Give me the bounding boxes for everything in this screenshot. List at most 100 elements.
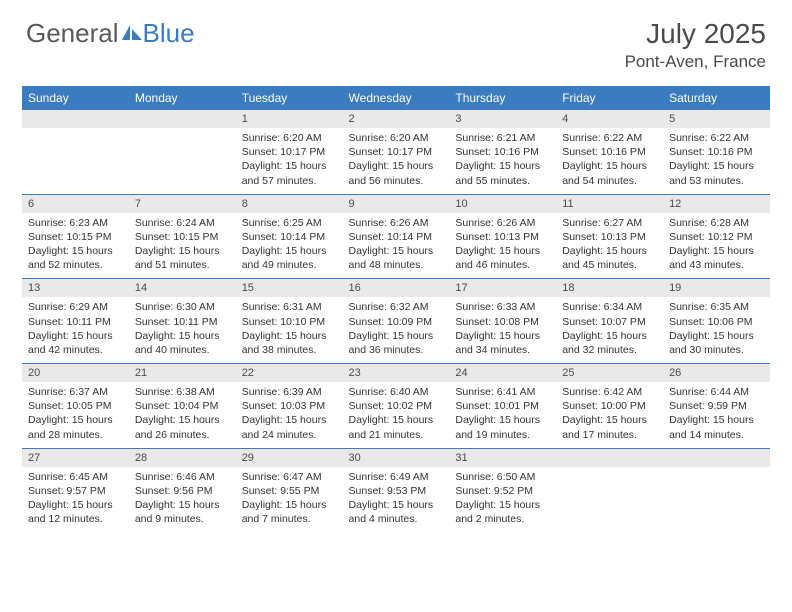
sunrise-line: Sunrise: 6:35 AM bbox=[669, 300, 764, 314]
sunrise-line: Sunrise: 6:38 AM bbox=[135, 385, 230, 399]
daylight-line: Daylight: 15 hours and 4 minutes. bbox=[349, 498, 444, 526]
logo-text-1: General bbox=[26, 18, 119, 49]
daylight-line: Daylight: 15 hours and 12 minutes. bbox=[28, 498, 123, 526]
day-content-cell bbox=[556, 467, 663, 533]
daylight-line: Daylight: 15 hours and 17 minutes. bbox=[562, 413, 657, 441]
sunrise-line: Sunrise: 6:34 AM bbox=[562, 300, 657, 314]
day-number-row: 6789101112 bbox=[22, 194, 770, 213]
logo: General Blue bbox=[26, 18, 195, 49]
sunrise-line: Sunrise: 6:25 AM bbox=[242, 216, 337, 230]
day-content-cell: Sunrise: 6:22 AMSunset: 10:16 PMDaylight… bbox=[663, 128, 770, 194]
day-number-cell: 1 bbox=[236, 110, 343, 128]
daylight-line: Daylight: 15 hours and 9 minutes. bbox=[135, 498, 230, 526]
day-number-cell bbox=[129, 110, 236, 128]
daylight-line: Daylight: 15 hours and 56 minutes. bbox=[349, 159, 444, 187]
sunrise-line: Sunrise: 6:28 AM bbox=[669, 216, 764, 230]
sunset-line: Sunset: 10:11 PM bbox=[28, 315, 123, 329]
day-content-cell: Sunrise: 6:45 AMSunset: 9:57 PMDaylight:… bbox=[22, 467, 129, 533]
day-content-cell: Sunrise: 6:44 AMSunset: 9:59 PMDaylight:… bbox=[663, 382, 770, 448]
day-content-cell: Sunrise: 6:31 AMSunset: 10:10 PMDaylight… bbox=[236, 297, 343, 363]
sunset-line: Sunset: 10:11 PM bbox=[135, 315, 230, 329]
daylight-line: Daylight: 15 hours and 48 minutes. bbox=[349, 244, 444, 272]
weekday-header: Tuesday bbox=[236, 86, 343, 110]
sunset-line: Sunset: 9:52 PM bbox=[455, 484, 550, 498]
day-number-cell: 12 bbox=[663, 194, 770, 213]
sunset-line: Sunset: 10:14 PM bbox=[242, 230, 337, 244]
day-content-cell: Sunrise: 6:26 AMSunset: 10:13 PMDaylight… bbox=[449, 213, 556, 279]
sunrise-line: Sunrise: 6:24 AM bbox=[135, 216, 230, 230]
day-number-cell: 24 bbox=[449, 364, 556, 383]
location: Pont-Aven, France bbox=[625, 52, 766, 72]
day-content-cell: Sunrise: 6:25 AMSunset: 10:14 PMDaylight… bbox=[236, 213, 343, 279]
day-content-cell bbox=[663, 467, 770, 533]
day-number-cell: 13 bbox=[22, 279, 129, 298]
day-number-cell: 16 bbox=[343, 279, 450, 298]
sunset-line: Sunset: 10:15 PM bbox=[28, 230, 123, 244]
day-number-cell: 23 bbox=[343, 364, 450, 383]
sunrise-line: Sunrise: 6:31 AM bbox=[242, 300, 337, 314]
sunrise-line: Sunrise: 6:26 AM bbox=[349, 216, 444, 230]
daylight-line: Daylight: 15 hours and 32 minutes. bbox=[562, 329, 657, 357]
sunrise-line: Sunrise: 6:47 AM bbox=[242, 470, 337, 484]
day-number-row: 20212223242526 bbox=[22, 364, 770, 383]
day-number-row: 13141516171819 bbox=[22, 279, 770, 298]
day-content-cell: Sunrise: 6:37 AMSunset: 10:05 PMDaylight… bbox=[22, 382, 129, 448]
day-number-cell: 2 bbox=[343, 110, 450, 128]
sunset-line: Sunset: 10:13 PM bbox=[455, 230, 550, 244]
day-number-cell: 4 bbox=[556, 110, 663, 128]
sunrise-line: Sunrise: 6:29 AM bbox=[28, 300, 123, 314]
daylight-line: Daylight: 15 hours and 2 minutes. bbox=[455, 498, 550, 526]
sunset-line: Sunset: 10:08 PM bbox=[455, 315, 550, 329]
sunrise-line: Sunrise: 6:45 AM bbox=[28, 470, 123, 484]
day-content-cell: Sunrise: 6:47 AMSunset: 9:55 PMDaylight:… bbox=[236, 467, 343, 533]
sunrise-line: Sunrise: 6:46 AM bbox=[135, 470, 230, 484]
sunset-line: Sunset: 10:01 PM bbox=[455, 399, 550, 413]
daylight-line: Daylight: 15 hours and 30 minutes. bbox=[669, 329, 764, 357]
weekday-header: Monday bbox=[129, 86, 236, 110]
daylight-line: Daylight: 15 hours and 52 minutes. bbox=[28, 244, 123, 272]
header: GeneralBlue July 2025 Pont-Aven, France bbox=[0, 0, 792, 80]
daylight-line: Daylight: 15 hours and 38 minutes. bbox=[242, 329, 337, 357]
daylight-line: Daylight: 15 hours and 46 minutes. bbox=[455, 244, 550, 272]
day-content-cell: Sunrise: 6:27 AMSunset: 10:13 PMDaylight… bbox=[556, 213, 663, 279]
day-number-cell: 27 bbox=[22, 448, 129, 467]
sunset-line: Sunset: 10:07 PM bbox=[562, 315, 657, 329]
daylight-line: Daylight: 15 hours and 55 minutes. bbox=[455, 159, 550, 187]
day-content-cell: Sunrise: 6:20 AMSunset: 10:17 PMDaylight… bbox=[236, 128, 343, 194]
day-content-cell: Sunrise: 6:21 AMSunset: 10:16 PMDaylight… bbox=[449, 128, 556, 194]
daylight-line: Daylight: 15 hours and 42 minutes. bbox=[28, 329, 123, 357]
sunrise-line: Sunrise: 6:21 AM bbox=[455, 131, 550, 145]
daylight-line: Daylight: 15 hours and 21 minutes. bbox=[349, 413, 444, 441]
day-number-cell: 15 bbox=[236, 279, 343, 298]
sunset-line: Sunset: 10:05 PM bbox=[28, 399, 123, 413]
day-number-cell: 8 bbox=[236, 194, 343, 213]
weekday-header-row: Sunday Monday Tuesday Wednesday Thursday… bbox=[22, 86, 770, 110]
day-number-cell bbox=[556, 448, 663, 467]
day-number-cell: 7 bbox=[129, 194, 236, 213]
day-number-cell: 29 bbox=[236, 448, 343, 467]
day-number-cell: 28 bbox=[129, 448, 236, 467]
sunset-line: Sunset: 9:59 PM bbox=[669, 399, 764, 413]
sunrise-line: Sunrise: 6:20 AM bbox=[242, 131, 337, 145]
logo-text-2: Blue bbox=[143, 18, 195, 49]
weekday-header: Friday bbox=[556, 86, 663, 110]
day-content-cell: Sunrise: 6:32 AMSunset: 10:09 PMDaylight… bbox=[343, 297, 450, 363]
day-number-cell: 14 bbox=[129, 279, 236, 298]
day-number-cell: 6 bbox=[22, 194, 129, 213]
sunrise-line: Sunrise: 6:50 AM bbox=[455, 470, 550, 484]
day-number-cell: 11 bbox=[556, 194, 663, 213]
day-number-cell bbox=[663, 448, 770, 467]
sunset-line: Sunset: 10:17 PM bbox=[349, 145, 444, 159]
sunrise-line: Sunrise: 6:37 AM bbox=[28, 385, 123, 399]
daylight-line: Daylight: 15 hours and 51 minutes. bbox=[135, 244, 230, 272]
daylight-line: Daylight: 15 hours and 57 minutes. bbox=[242, 159, 337, 187]
day-content-cell: Sunrise: 6:28 AMSunset: 10:12 PMDaylight… bbox=[663, 213, 770, 279]
day-content-row: Sunrise: 6:23 AMSunset: 10:15 PMDaylight… bbox=[22, 213, 770, 279]
sunrise-line: Sunrise: 6:32 AM bbox=[349, 300, 444, 314]
daylight-line: Daylight: 15 hours and 43 minutes. bbox=[669, 244, 764, 272]
sunset-line: Sunset: 10:16 PM bbox=[562, 145, 657, 159]
day-content-cell: Sunrise: 6:30 AMSunset: 10:11 PMDaylight… bbox=[129, 297, 236, 363]
day-content-cell: Sunrise: 6:26 AMSunset: 10:14 PMDaylight… bbox=[343, 213, 450, 279]
day-content-cell bbox=[129, 128, 236, 194]
daylight-line: Daylight: 15 hours and 53 minutes. bbox=[669, 159, 764, 187]
